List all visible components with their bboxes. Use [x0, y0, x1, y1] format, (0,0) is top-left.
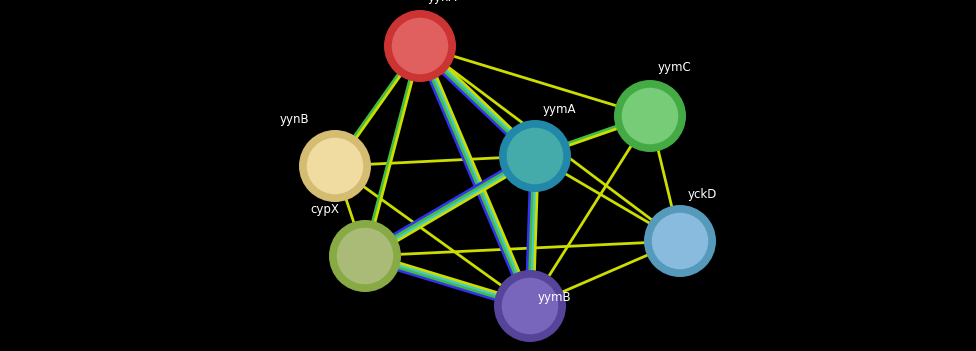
Text: yymA: yymA — [543, 103, 577, 116]
Circle shape — [620, 86, 680, 146]
Circle shape — [305, 136, 365, 196]
Circle shape — [329, 220, 401, 292]
Text: yckD: yckD — [688, 188, 717, 201]
Text: yymC: yymC — [658, 61, 692, 74]
Circle shape — [299, 130, 371, 202]
Circle shape — [650, 211, 710, 271]
Circle shape — [494, 270, 566, 342]
Circle shape — [384, 10, 456, 82]
Text: yynB: yynB — [280, 113, 309, 126]
Circle shape — [500, 276, 560, 336]
Circle shape — [499, 120, 571, 192]
Circle shape — [614, 80, 686, 152]
Text: cypX: cypX — [310, 203, 339, 216]
Text: yynA: yynA — [428, 0, 458, 4]
Circle shape — [505, 126, 565, 186]
Circle shape — [644, 205, 716, 277]
Text: yymB: yymB — [538, 291, 572, 304]
Circle shape — [390, 16, 450, 76]
Circle shape — [335, 226, 395, 286]
